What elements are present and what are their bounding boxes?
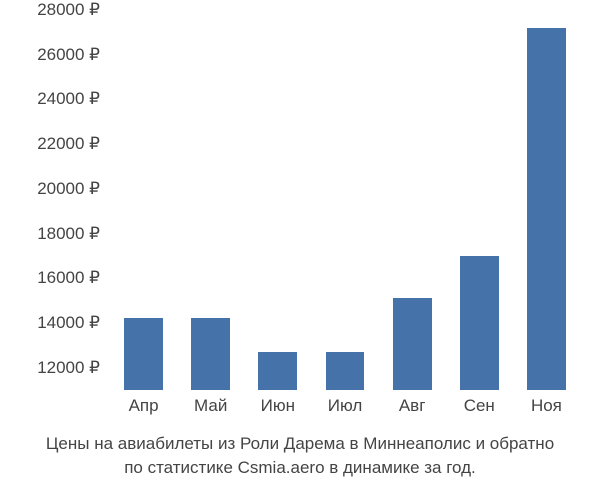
- y-tick-label: 22000 ₽: [0, 134, 100, 154]
- bar: [527, 28, 566, 390]
- bar-slot: [379, 10, 446, 390]
- x-tick-label: Июл: [311, 396, 378, 416]
- bar: [191, 318, 230, 390]
- y-tick-label: 14000 ₽: [0, 313, 100, 333]
- bar: [393, 298, 432, 390]
- x-tick-label: Апр: [110, 396, 177, 416]
- caption-line-1: Цены на авиабилеты из Роли Дарема в Минн…: [46, 434, 554, 453]
- bar-slot: [244, 10, 311, 390]
- x-axis-labels: АпрМайИюнИюлАвгСенНоя: [110, 396, 580, 416]
- y-tick-label: 20000 ₽: [0, 179, 100, 199]
- x-tick-label: Июн: [244, 396, 311, 416]
- x-tick-label: Май: [177, 396, 244, 416]
- bars-container: [110, 10, 580, 390]
- y-tick-label: 24000 ₽: [0, 89, 100, 109]
- y-tick-label: 28000 ₽: [0, 0, 100, 20]
- bar-slot: [446, 10, 513, 390]
- price-chart: 12000 ₽ 14000 ₽ 16000 ₽ 18000 ₽ 20000 ₽ 22000…: [0, 0, 600, 500]
- x-tick-label: Ноя: [513, 396, 580, 416]
- chart-caption: Цены на авиабилеты из Роли Дарема в Минн…: [0, 432, 600, 480]
- x-tick-label: Сен: [446, 396, 513, 416]
- y-tick-label: 26000 ₽: [0, 45, 100, 65]
- y-tick-label: 16000 ₽: [0, 268, 100, 288]
- x-tick-label: Авг: [379, 396, 446, 416]
- bar: [124, 318, 163, 390]
- bar: [326, 352, 365, 390]
- bar-slot: [177, 10, 244, 390]
- caption-line-2: по статистике Csmia.aero в динамике за г…: [124, 458, 476, 477]
- bar: [258, 352, 297, 390]
- plot-area: [110, 10, 580, 390]
- bar-slot: [311, 10, 378, 390]
- bar-slot: [110, 10, 177, 390]
- y-tick-label: 12000 ₽: [0, 358, 100, 378]
- bar: [460, 256, 499, 390]
- bar-slot: [513, 10, 580, 390]
- y-tick-label: 18000 ₽: [0, 224, 100, 244]
